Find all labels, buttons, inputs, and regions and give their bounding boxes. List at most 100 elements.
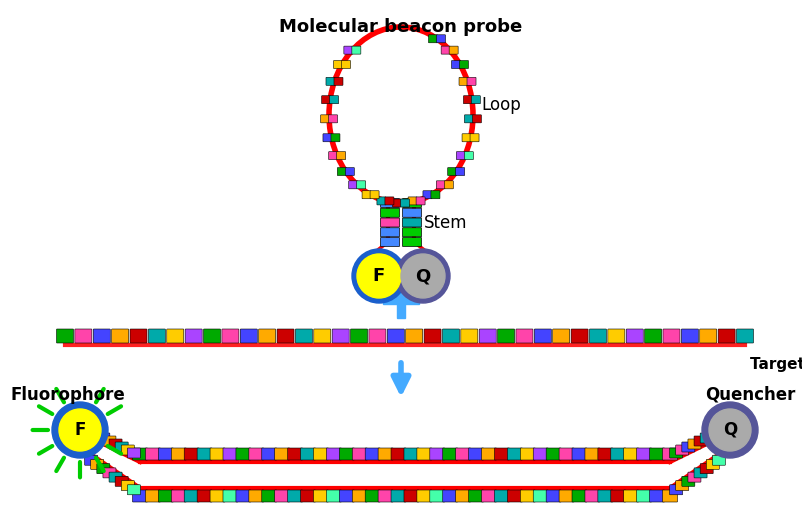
FancyBboxPatch shape [241, 329, 257, 343]
FancyBboxPatch shape [736, 329, 754, 343]
FancyBboxPatch shape [611, 490, 626, 502]
FancyBboxPatch shape [481, 448, 496, 460]
FancyBboxPatch shape [572, 490, 587, 502]
FancyBboxPatch shape [443, 448, 458, 460]
FancyBboxPatch shape [109, 439, 122, 449]
FancyBboxPatch shape [236, 448, 251, 460]
FancyBboxPatch shape [428, 35, 438, 43]
FancyBboxPatch shape [408, 197, 417, 205]
FancyBboxPatch shape [707, 459, 719, 470]
FancyBboxPatch shape [456, 490, 471, 502]
FancyBboxPatch shape [369, 329, 386, 343]
FancyBboxPatch shape [97, 463, 110, 474]
Text: Loop: Loop [481, 96, 520, 114]
FancyBboxPatch shape [520, 490, 535, 502]
FancyBboxPatch shape [301, 448, 315, 460]
FancyBboxPatch shape [329, 115, 338, 123]
FancyBboxPatch shape [699, 329, 717, 343]
FancyBboxPatch shape [197, 448, 213, 460]
FancyBboxPatch shape [624, 490, 638, 502]
FancyBboxPatch shape [688, 439, 701, 449]
FancyBboxPatch shape [75, 329, 92, 343]
FancyBboxPatch shape [275, 490, 290, 502]
FancyBboxPatch shape [288, 490, 302, 502]
FancyBboxPatch shape [495, 490, 509, 502]
FancyBboxPatch shape [585, 490, 600, 502]
FancyBboxPatch shape [132, 490, 148, 502]
FancyBboxPatch shape [172, 490, 186, 502]
Text: Stem: Stem [424, 214, 468, 231]
FancyBboxPatch shape [559, 448, 574, 460]
FancyBboxPatch shape [436, 181, 445, 189]
FancyBboxPatch shape [676, 445, 689, 455]
FancyBboxPatch shape [497, 329, 515, 343]
FancyBboxPatch shape [249, 490, 264, 502]
Bar [397, 282, 405, 318]
FancyBboxPatch shape [467, 77, 476, 85]
Text: Q: Q [723, 421, 737, 439]
FancyBboxPatch shape [370, 191, 379, 199]
FancyBboxPatch shape [650, 448, 665, 460]
FancyBboxPatch shape [637, 490, 652, 502]
FancyBboxPatch shape [682, 329, 699, 343]
FancyBboxPatch shape [385, 197, 394, 205]
FancyBboxPatch shape [365, 490, 380, 502]
FancyBboxPatch shape [700, 463, 713, 474]
FancyBboxPatch shape [259, 329, 276, 343]
Text: Quencher: Quencher [705, 386, 795, 404]
FancyBboxPatch shape [404, 490, 419, 502]
Text: Molecular beacon probe: Molecular beacon probe [279, 18, 523, 36]
FancyBboxPatch shape [462, 134, 471, 142]
FancyBboxPatch shape [670, 448, 683, 458]
FancyBboxPatch shape [357, 181, 366, 189]
FancyBboxPatch shape [275, 448, 290, 460]
FancyBboxPatch shape [184, 448, 199, 460]
FancyBboxPatch shape [342, 60, 350, 68]
FancyBboxPatch shape [314, 448, 329, 460]
FancyBboxPatch shape [718, 329, 735, 343]
Text: Target sequence: Target sequence [750, 357, 802, 372]
FancyBboxPatch shape [508, 490, 522, 502]
FancyBboxPatch shape [392, 199, 402, 207]
FancyBboxPatch shape [456, 448, 471, 460]
FancyBboxPatch shape [663, 329, 680, 343]
FancyBboxPatch shape [337, 152, 346, 159]
FancyBboxPatch shape [404, 448, 419, 460]
FancyBboxPatch shape [391, 490, 406, 502]
Text: Fluorophore: Fluorophore [10, 386, 125, 404]
FancyBboxPatch shape [662, 490, 678, 502]
FancyBboxPatch shape [295, 329, 313, 343]
FancyBboxPatch shape [416, 197, 425, 205]
FancyBboxPatch shape [378, 490, 393, 502]
FancyBboxPatch shape [670, 485, 683, 495]
FancyBboxPatch shape [314, 329, 330, 343]
FancyBboxPatch shape [424, 329, 441, 343]
FancyBboxPatch shape [553, 329, 569, 343]
FancyBboxPatch shape [323, 134, 332, 142]
FancyBboxPatch shape [459, 77, 468, 85]
FancyBboxPatch shape [352, 46, 361, 54]
FancyBboxPatch shape [145, 490, 160, 502]
FancyBboxPatch shape [403, 238, 422, 246]
FancyBboxPatch shape [326, 448, 342, 460]
FancyBboxPatch shape [694, 468, 707, 478]
FancyBboxPatch shape [321, 115, 330, 123]
FancyBboxPatch shape [350, 329, 367, 343]
FancyBboxPatch shape [406, 329, 423, 343]
Circle shape [352, 249, 406, 303]
FancyBboxPatch shape [682, 476, 695, 486]
FancyBboxPatch shape [650, 490, 665, 502]
FancyBboxPatch shape [210, 448, 225, 460]
Text: F: F [373, 267, 385, 285]
FancyBboxPatch shape [448, 168, 456, 176]
FancyBboxPatch shape [387, 329, 404, 343]
FancyBboxPatch shape [331, 134, 340, 142]
FancyBboxPatch shape [571, 329, 588, 343]
FancyBboxPatch shape [533, 490, 549, 502]
FancyBboxPatch shape [464, 115, 473, 123]
FancyBboxPatch shape [130, 329, 147, 343]
FancyBboxPatch shape [403, 198, 422, 207]
FancyBboxPatch shape [626, 329, 643, 343]
FancyBboxPatch shape [352, 448, 367, 460]
Circle shape [709, 409, 751, 451]
